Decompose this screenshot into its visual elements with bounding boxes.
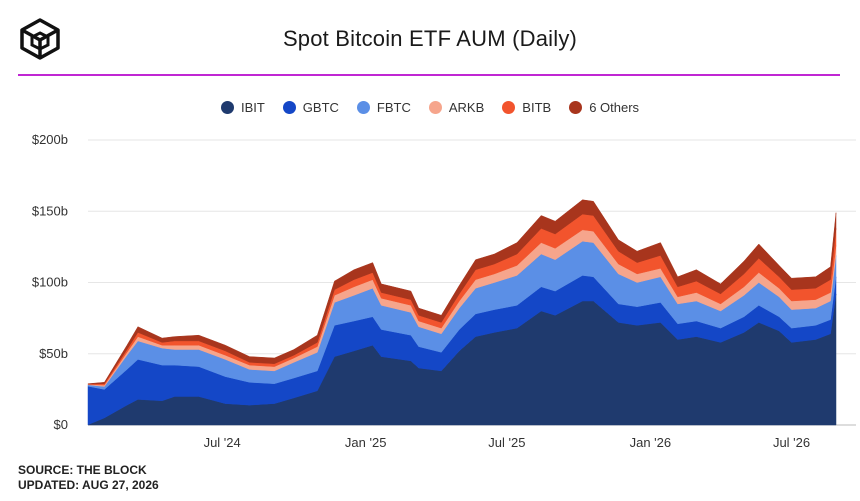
x-tick-label: Jan '26 — [630, 435, 672, 450]
title-divider — [18, 74, 840, 76]
legend-item-gbtc: GBTC — [282, 100, 339, 115]
legend-swatch — [502, 101, 516, 114]
updated-text: UPDATED: AUG 27, 2026 — [18, 478, 159, 492]
y-tick-label: $0 — [54, 417, 68, 432]
chart-title: Spot Bitcoin ETF AUM (Daily) — [282, 26, 578, 51]
legend-item-bitb: BITB — [502, 100, 551, 115]
x-tick-label: Jul '25 — [488, 435, 525, 450]
chart-footer: SOURCE: THE BLOCK UPDATED: AUG 27, 2026 — [18, 463, 159, 493]
legend-item-fbtc: FBTC — [356, 100, 411, 115]
y-tick-label: $100b — [32, 275, 68, 290]
x-tick-label: Jan '25 — [345, 435, 387, 450]
legend-label: GBTC — [302, 100, 339, 115]
stacked-area-chart: $0 $50b $100b $150b $200b Jul '24 Jan '25 Jul '… — [32, 132, 856, 450]
series-area-6-others — [87, 199, 837, 385]
legend-label: 6 Others — [589, 100, 640, 115]
legend-item-6-others: 6 Others — [569, 100, 639, 115]
legend-swatch — [220, 101, 234, 114]
legend-label: FBTC — [376, 100, 411, 115]
source-text: SOURCE: THE BLOCK — [18, 463, 147, 477]
x-tick-label: Jul '24 — [204, 435, 241, 450]
legend-swatch — [356, 101, 370, 114]
the-block-logo-icon — [20, 18, 60, 60]
x-tick-label: Jul '26 — [773, 435, 810, 450]
legend-swatch — [569, 101, 583, 114]
legend-swatch — [282, 101, 296, 114]
legend-item-ibit: IBIT — [220, 100, 265, 115]
y-tick-label: $200b — [32, 132, 68, 147]
legend-label: ARKB — [448, 100, 485, 115]
y-tick-label: $150b — [32, 203, 68, 218]
y-tick-label: $50b — [39, 346, 68, 361]
legend-swatch — [428, 101, 442, 114]
legend-item-arkb: ARKB — [428, 100, 485, 115]
legend-label: BITB — [522, 100, 552, 115]
legend-label: IBIT — [240, 100, 265, 115]
chart-legend: IBIT GBTC FBTC ARKB BITB 6 Others — [0, 100, 860, 115]
